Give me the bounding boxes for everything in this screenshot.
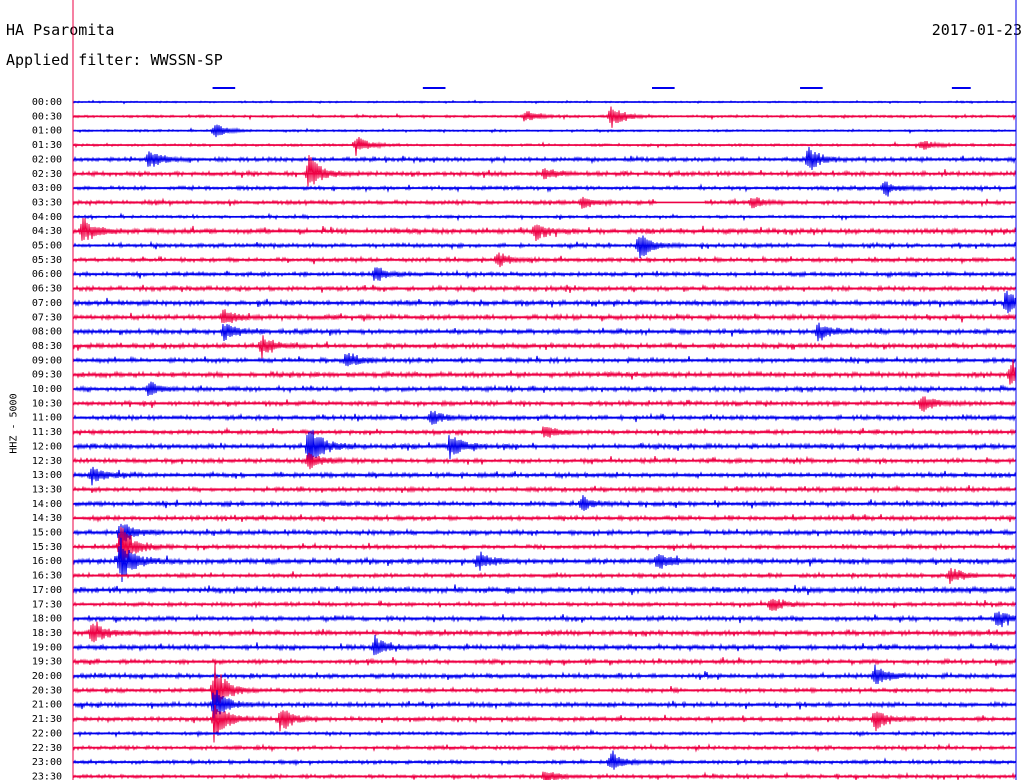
time-label: 22:30 [32,743,62,754]
time-label: 18:00 [32,614,62,625]
time-label: 10:30 [32,398,62,409]
trace-row [72,181,1017,197]
time-label: 03:30 [32,197,62,208]
time-label: 12:30 [32,456,62,467]
time-label: 13:30 [32,484,62,495]
time-label: 11:00 [32,413,62,424]
trace-row [72,704,1017,743]
time-label: 15:30 [32,542,62,553]
trace-row [72,621,1017,643]
time-label: 20:30 [32,685,62,696]
time-label: 15:00 [32,528,62,539]
trace-row [72,106,1017,128]
trace-row [72,359,1017,385]
time-label: 12:00 [32,441,62,452]
trace-row [72,217,1017,242]
time-label: 11:30 [32,427,62,438]
time-label: 17:30 [32,599,62,610]
time-label: 08:00 [32,327,62,338]
time-label: 10:00 [32,384,62,395]
trace-row [72,750,1017,770]
trace-row [72,137,1017,156]
time-label: 21:00 [32,700,62,711]
time-label: 05:00 [32,241,62,252]
time-label: 07:30 [32,312,62,323]
time-label: 02:00 [32,154,62,165]
time-label: 06:00 [32,269,62,280]
trace-row [72,309,1017,324]
time-label: 23:30 [32,771,62,780]
time-label: 14:30 [32,513,62,524]
date-label: 2017-01-23 [931,21,1022,39]
time-label: 18:30 [32,628,62,639]
time-label: 23:00 [32,757,62,768]
trace-row [72,634,1017,656]
time-label: 06:30 [32,284,62,295]
time-label: 22:00 [32,728,62,739]
time-label: 21:30 [32,714,62,725]
trace-row [72,526,1017,571]
time-label: 16:00 [32,556,62,567]
trace-row [72,235,1017,259]
time-label: 07:00 [32,298,62,309]
time-label: 00:30 [32,111,62,122]
trace-row [72,290,1017,314]
time-label: 13:00 [32,470,62,481]
time-label: 09:00 [32,355,62,366]
time-label: 19:30 [32,657,62,668]
seismic-traces [72,99,1017,780]
trace-row [72,146,1017,171]
time-label: 04:00 [32,212,62,223]
time-label: 02:30 [32,169,62,180]
station-title: HA Psaromita [6,21,115,39]
time-label: 08:30 [32,341,62,352]
time-label: 09:30 [32,370,62,381]
time-label: 20:00 [32,671,62,682]
time-label: 19:00 [32,642,62,653]
time-label: 05:30 [32,255,62,266]
filter-label: Applied filter: WWSSN-SP [6,51,223,69]
time-label: 16:30 [32,571,62,582]
time-label: 17:00 [32,585,62,596]
trace-row [72,523,1017,546]
time-labels: 00:00 00:30 01:00 01:30 02:00 02:30 03:00 03:30… [32,97,62,780]
time-label: 01:30 [32,140,62,151]
time-label: 14:00 [32,499,62,510]
time-label: 00:00 [32,97,62,108]
time-label: 03:00 [32,183,62,194]
time-label: 01:00 [32,126,62,137]
trace-row [72,466,1017,486]
time-label: 04:30 [32,226,62,237]
trace-row [72,335,1017,359]
